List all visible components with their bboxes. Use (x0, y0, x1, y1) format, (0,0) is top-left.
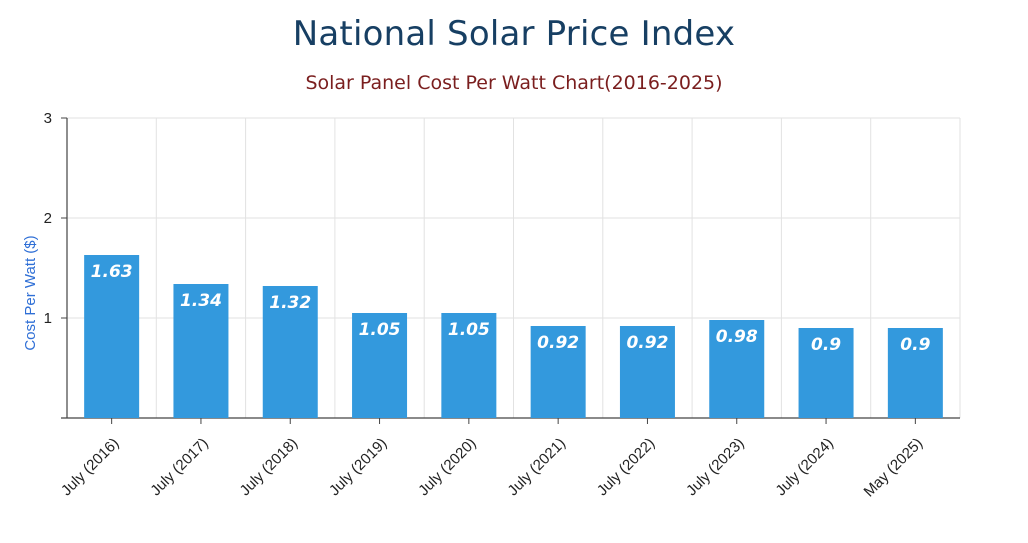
data-label: 0.92 (626, 333, 668, 353)
x-tick-label: July (2019) (326, 435, 390, 499)
data-label: 1.34 (180, 291, 222, 311)
x-tick-label: July (2021) (504, 435, 568, 499)
y-tick-label: 2 (44, 210, 52, 227)
bar (887, 328, 943, 418)
data-label: 1.05 (359, 320, 401, 340)
x-tick-label: July (2022) (594, 435, 658, 499)
x-tick-labels: July (2016) July (2017) July (2018) July (2… (58, 418, 926, 500)
x-tick-label: July (2024) (772, 435, 836, 499)
data-label: 0.9 (900, 335, 930, 355)
chart-subtitle: Solar Panel Cost Per Watt Chart(2016-202… (305, 72, 723, 94)
data-label: 1.32 (269, 293, 311, 313)
data-label: 0.9 (811, 335, 841, 355)
y-tick-label: 3 (44, 110, 52, 127)
x-tick-label: July (2018) (237, 435, 301, 499)
data-label: 0.98 (716, 327, 758, 347)
bar (619, 326, 675, 418)
y-tick-labels: 1 2 3 (44, 110, 67, 419)
x-tick-label: May (2025) (861, 435, 927, 501)
bar (441, 313, 497, 418)
data-label: 1.05 (448, 320, 490, 340)
bar (798, 328, 854, 418)
bar (709, 320, 765, 418)
bars: 1.63 1.34 1.32 1.05 1.05 0.92 0.92 0.98 0.9 0.9 (84, 255, 943, 418)
bar (262, 286, 318, 418)
y-tick-label: 1 (44, 310, 52, 327)
bar (530, 326, 586, 418)
x-tick-label: July (2020) (415, 435, 479, 499)
bar (173, 284, 229, 418)
bar (352, 313, 408, 418)
x-tick-label: July (2017) (147, 435, 211, 499)
y-axis-title: Cost Per Watt ($) (22, 235, 39, 350)
chart-title: National Solar Price Index (292, 14, 736, 54)
data-label: 0.92 (537, 333, 579, 353)
data-label: 1.63 (91, 262, 133, 282)
bar (84, 255, 140, 418)
x-tick-label: July (2016) (58, 435, 122, 499)
x-tick-label: July (2023) (683, 435, 747, 499)
